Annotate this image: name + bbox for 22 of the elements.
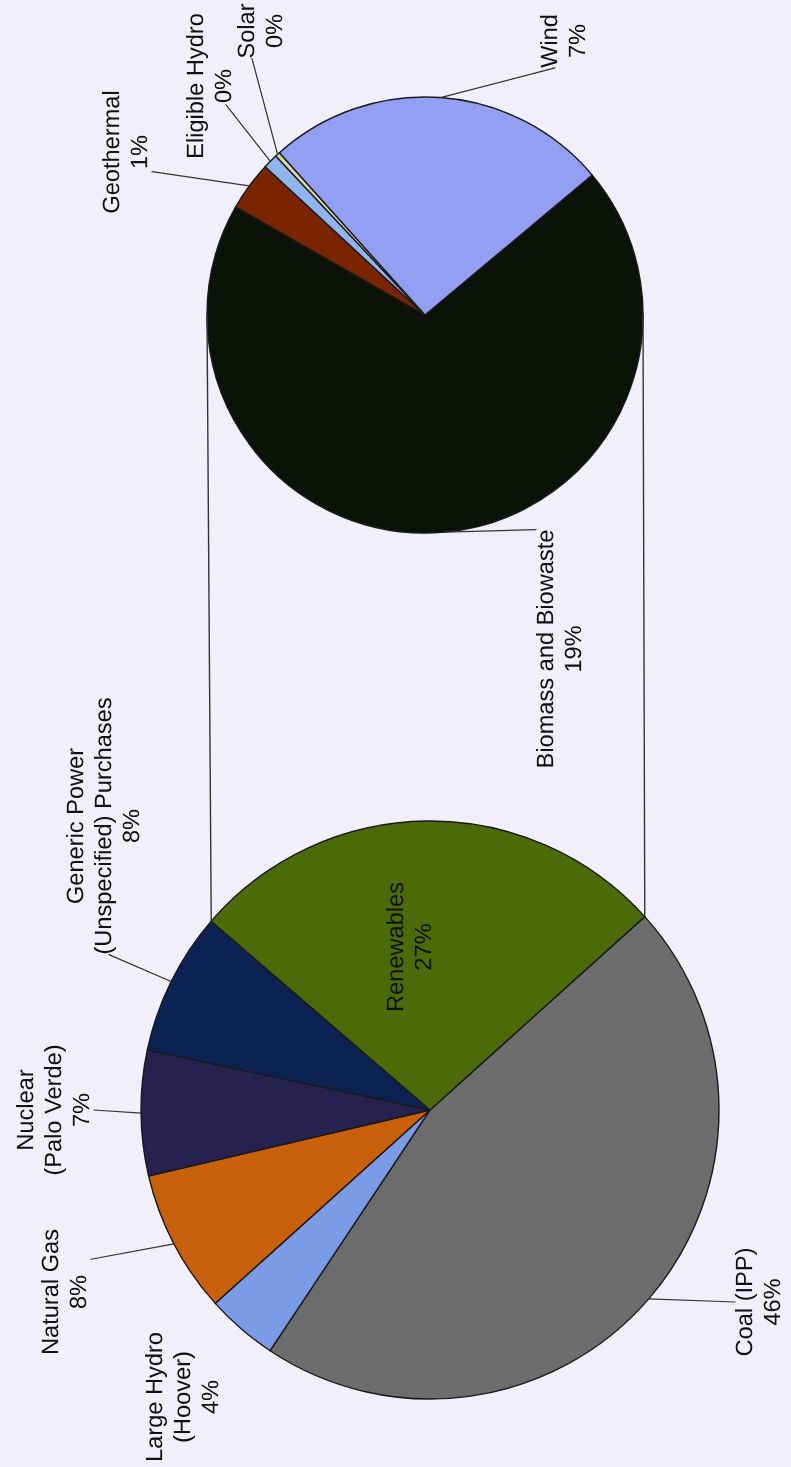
data-label: 46% (763, 1279, 781, 1326)
slice-label: Nuclear (Palo Verde) (16, 1045, 66, 1175)
slice-label: Solar (237, 3, 255, 58)
data-label: 7% (72, 1093, 90, 1126)
slice-label: Wind (540, 15, 558, 68)
data-label: 19% (564, 626, 582, 671)
data-label: 27% (414, 924, 432, 970)
data-label: 0% (265, 14, 283, 48)
slice-label: Renewables (386, 882, 404, 1011)
data-label: 8% (69, 1275, 87, 1309)
data-label: 7% (568, 24, 586, 57)
slice-label: Large Hydro (Hoover) (145, 1333, 195, 1461)
slice-label: Eligible Hydro (186, 14, 209, 157)
slice-label: Biomass and Biowaste (536, 530, 554, 767)
slice-label: Generic Power (Unspecified) Purchases (66, 698, 116, 954)
slice-label: Geothermal (102, 91, 120, 213)
data-label: 0% (214, 69, 232, 103)
data-label: 8% (122, 809, 140, 843)
data-label: 1% (130, 135, 148, 168)
data-label: 4% (201, 1380, 219, 1414)
slice-label: Natural Gas (41, 1229, 59, 1354)
slice-label: Coal (IPP) (735, 1249, 757, 1356)
